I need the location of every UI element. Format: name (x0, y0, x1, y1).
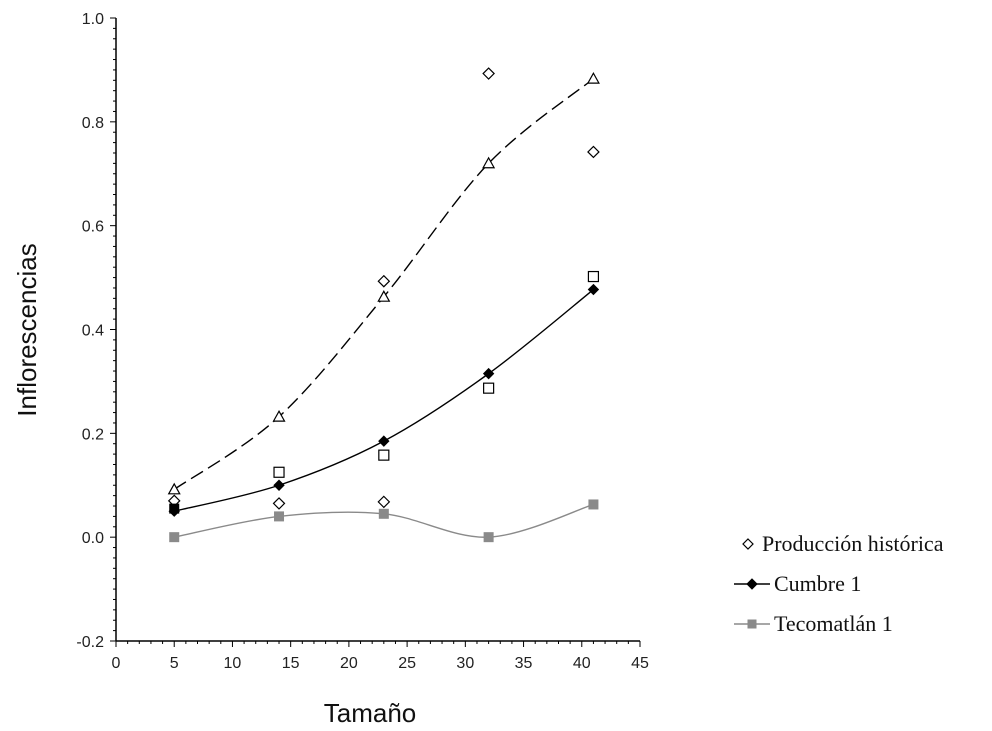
data-point (587, 283, 600, 296)
y-tick-label: 0.0 (82, 530, 104, 547)
x-tick-label: 25 (398, 655, 416, 672)
data-point (169, 532, 180, 543)
data-point (377, 274, 391, 288)
legend-label: Cumbre 1 (774, 571, 861, 596)
series-4 (168, 283, 600, 517)
x-tick-label: 35 (515, 655, 533, 672)
y-tick-label: 0.6 (82, 219, 104, 236)
x-tick-label: 20 (340, 655, 358, 672)
x-tick-label: 5 (170, 655, 179, 672)
series-6 (169, 499, 599, 543)
data-point (483, 382, 495, 394)
data-point (482, 67, 495, 80)
legend-item: Cumbre 1 (734, 571, 861, 596)
axes: 0 5 10 15 20 25 30 35 40 45 -0.2 0.0 0.2 0.4 0.6 0.8 1.0 (76, 11, 649, 672)
legend: Producción histórica Cumbre 1 Tecomatlán 1 (734, 531, 944, 636)
data-point (272, 497, 286, 510)
data-point (588, 499, 599, 510)
x-tick-label: 15 (282, 655, 300, 672)
data-point (272, 409, 286, 422)
series-layer (167, 67, 600, 543)
data-point (483, 532, 494, 543)
y-tick-label: 0.8 (82, 115, 104, 132)
series-5 (169, 503, 180, 514)
data-point (274, 511, 285, 522)
legend-label: Tecomatlán 1 (774, 611, 893, 636)
x-tick-label: 40 (573, 655, 591, 672)
data-point (377, 495, 391, 509)
y-tick-label: -0.2 (76, 634, 104, 651)
data-point (586, 72, 600, 84)
legend-marker (742, 538, 754, 550)
y-tick-label: 0.2 (82, 426, 104, 443)
y-axis-title: Inflorescencias (12, 243, 42, 416)
y-tick-label: 0.4 (82, 323, 104, 340)
data-point (169, 503, 180, 514)
series-3 (167, 72, 600, 495)
data-point (587, 145, 600, 159)
data-point (378, 449, 390, 461)
data-point (273, 479, 285, 491)
legend-item: Tecomatlán 1 (734, 611, 893, 636)
legend-marker (746, 578, 758, 590)
data-point (378, 508, 389, 519)
data-point (587, 270, 600, 283)
series-1 (377, 274, 391, 288)
x-axis-title: Tamaño (324, 698, 417, 728)
legend-item: Producción histórica (742, 531, 944, 556)
series-0 (167, 67, 600, 510)
data-point (482, 367, 495, 380)
x-tick-label: 0 (112, 655, 121, 672)
data-point (273, 466, 285, 478)
x-tick-label: 10 (224, 655, 242, 672)
data-point (378, 435, 390, 447)
data-point (167, 482, 181, 495)
data-point (377, 290, 391, 302)
y-tick-label: 1.0 (82, 11, 104, 28)
series-2 (273, 270, 600, 478)
x-tick-label: 45 (631, 655, 649, 672)
series-line (174, 288, 594, 512)
legend-marker (747, 619, 757, 629)
data-point (482, 156, 496, 169)
legend-label: Producción histórica (762, 531, 944, 556)
x-tick-label: 30 (456, 655, 474, 672)
